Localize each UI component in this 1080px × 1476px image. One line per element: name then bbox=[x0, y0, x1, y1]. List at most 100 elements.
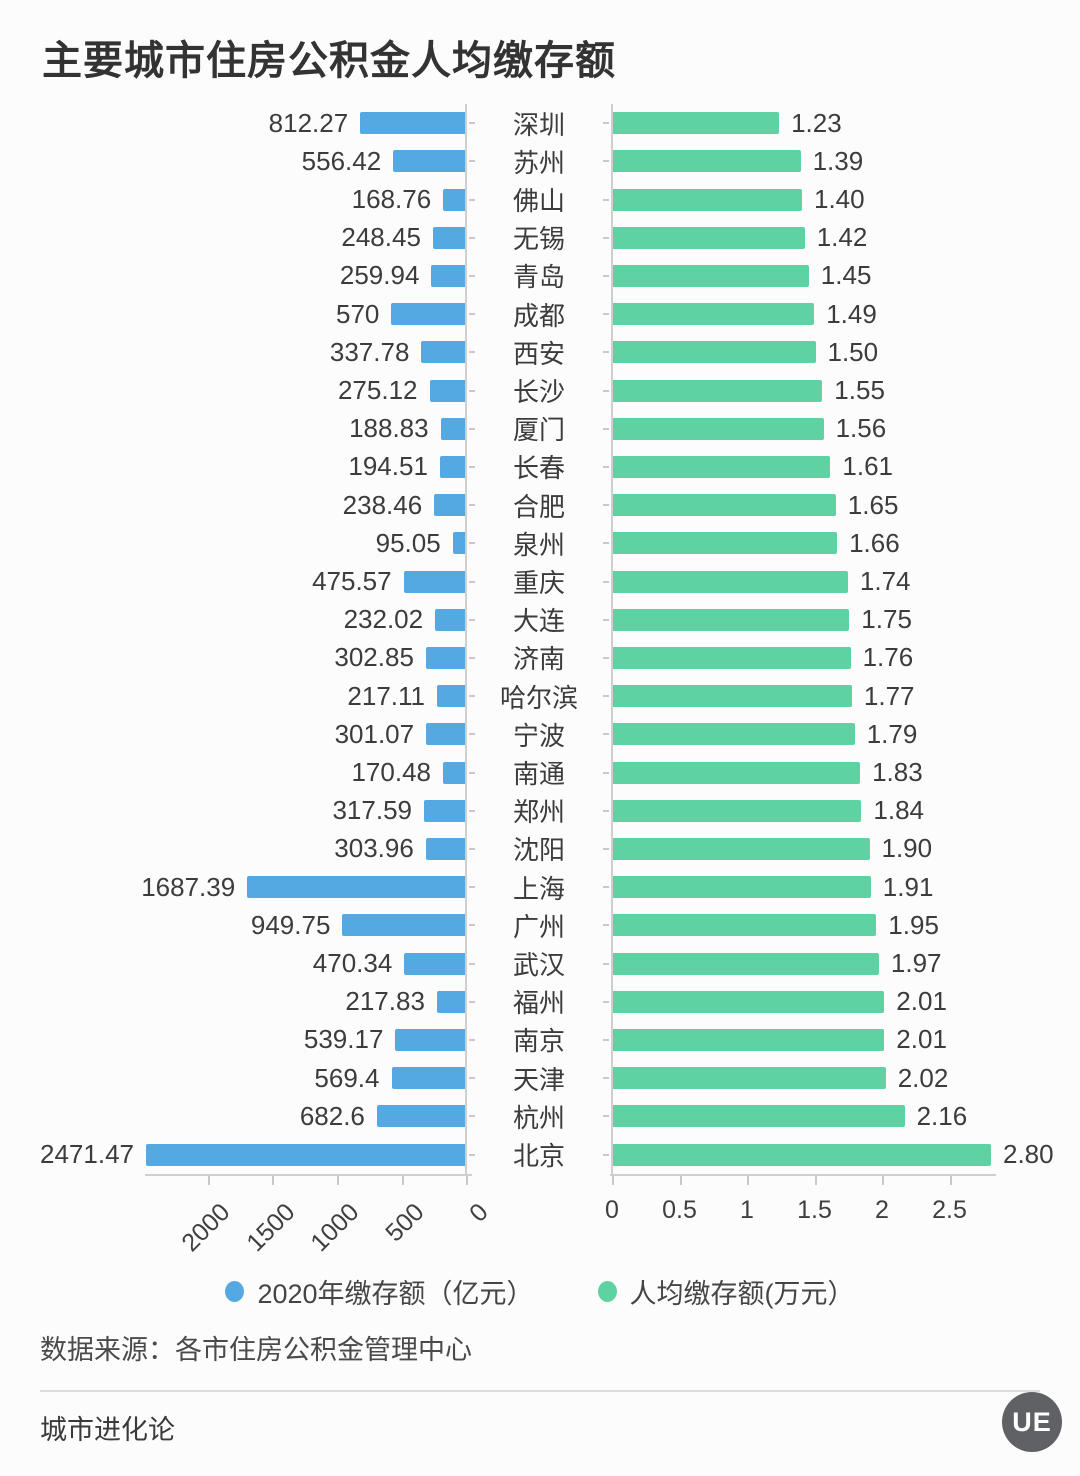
percapita-value-label: 1.95 bbox=[888, 909, 939, 940]
left-category-tick bbox=[469, 962, 475, 965]
footer-divider bbox=[40, 1390, 1040, 1392]
left-axis-tick-label: 500 bbox=[380, 1198, 430, 1248]
chart-row: 170.48 南通 1.83 bbox=[0, 753, 1080, 791]
right-axis-tick-label: 0.5 bbox=[662, 1196, 697, 1224]
city-label-cell: 泉州 bbox=[466, 524, 612, 562]
percapita-bar bbox=[613, 1067, 886, 1090]
percapita-bar bbox=[613, 914, 877, 937]
right-category-tick bbox=[603, 274, 609, 277]
percapita-bar bbox=[613, 952, 879, 975]
percapita-value-label: 1.55 bbox=[834, 375, 885, 406]
city-label-cell: 武汉 bbox=[466, 944, 612, 982]
chart-row: 682.6 杭州 2.16 bbox=[0, 1097, 1080, 1135]
city-label: 沈阳 bbox=[512, 835, 565, 866]
left-bar-cell: 1687.39 bbox=[0, 868, 465, 906]
left-bar-cell: 812.27 bbox=[0, 104, 465, 142]
city-label-cell: 南京 bbox=[466, 1021, 612, 1059]
city-label: 泉州 bbox=[512, 529, 565, 560]
left-category-tick bbox=[469, 351, 475, 354]
percapita-value-label: 1.49 bbox=[826, 298, 877, 329]
city-label-cell: 青岛 bbox=[466, 257, 612, 295]
deposit-value-label: 95.05 bbox=[375, 527, 441, 558]
right-axis-tick bbox=[679, 1176, 682, 1185]
city-label-cell: 深圳 bbox=[466, 104, 612, 142]
left-category-tick bbox=[469, 1077, 475, 1080]
percapita-value-label: 1.39 bbox=[812, 145, 864, 176]
percapita-bar bbox=[613, 379, 823, 402]
city-label-cell: 长春 bbox=[466, 448, 612, 486]
deposit-bar bbox=[436, 990, 465, 1013]
left-bar-cell: 569.4 bbox=[0, 1059, 465, 1097]
left-category-tick bbox=[469, 198, 475, 201]
right-bar-cell: 1.84 bbox=[613, 792, 1080, 830]
percapita-value-label: 1.79 bbox=[866, 718, 918, 749]
right-bar-cell: 1.91 bbox=[613, 868, 1080, 906]
right-category-tick bbox=[603, 580, 609, 583]
left-category-tick bbox=[469, 618, 475, 621]
left-bar-cell: 217.83 bbox=[0, 983, 465, 1021]
city-label: 武汉 bbox=[512, 950, 565, 981]
right-bar-cell: 1.49 bbox=[613, 295, 1080, 333]
right-category-tick bbox=[603, 618, 609, 621]
left-bar-cell: 232.02 bbox=[0, 601, 465, 639]
deposit-bar bbox=[432, 226, 465, 249]
right-bar-cell: 1.61 bbox=[613, 448, 1080, 486]
left-bar-cell: 302.85 bbox=[0, 639, 465, 677]
city-label: 宁波 bbox=[512, 720, 565, 751]
city-label: 南京 bbox=[512, 1026, 565, 1057]
deposit-value-label: 259.94 bbox=[339, 260, 420, 291]
right-category-tick bbox=[603, 809, 609, 812]
deposit-bar bbox=[391, 303, 465, 326]
left-bar-cell: 301.07 bbox=[0, 715, 465, 753]
left-bar-cell: 238.46 bbox=[0, 486, 465, 524]
chart-row: 470.34 武汉 1.97 bbox=[0, 944, 1080, 982]
left-axis-tick bbox=[207, 1176, 210, 1185]
deposit-value-label: 217.11 bbox=[347, 680, 425, 711]
deposit-bar bbox=[146, 1143, 465, 1166]
deposit-value-label: 2471.47 bbox=[40, 1139, 134, 1170]
percapita-bar bbox=[613, 608, 850, 631]
legend-dot-blue-icon bbox=[225, 1281, 245, 1302]
left-category-tick bbox=[469, 656, 475, 659]
percapita-bar bbox=[613, 455, 831, 478]
city-label: 合肥 bbox=[512, 491, 565, 522]
left-category-tick bbox=[469, 236, 475, 239]
deposit-bar bbox=[435, 608, 465, 631]
city-label: 天津 bbox=[512, 1064, 565, 1095]
deposit-value-label: 1687.39 bbox=[141, 871, 236, 902]
percapita-value-label: 1.83 bbox=[872, 757, 923, 788]
left-category-tick bbox=[469, 695, 475, 698]
left-category-tick bbox=[469, 1115, 475, 1118]
chart-row: 217.83 福州 2.01 bbox=[0, 983, 1080, 1021]
right-category-tick bbox=[603, 351, 609, 354]
city-label: 苏州 bbox=[512, 147, 565, 178]
right-bar-cell: 1.55 bbox=[613, 371, 1080, 409]
left-bar-cell: 475.57 bbox=[0, 562, 465, 600]
left-bar-cell: 259.94 bbox=[0, 257, 465, 295]
chart-row: 475.57 重庆 1.74 bbox=[0, 562, 1080, 600]
deposit-value-label: 301.07 bbox=[334, 718, 415, 749]
deposit-value-label: 232.02 bbox=[343, 604, 424, 635]
percapita-bar bbox=[613, 761, 861, 784]
deposit-value-label: 168.76 bbox=[351, 184, 432, 214]
deposit-bar bbox=[437, 685, 465, 708]
deposit-bar bbox=[393, 150, 465, 173]
left-bar-cell: 217.11 bbox=[0, 677, 465, 715]
right-bar-cell: 1.77 bbox=[613, 677, 1080, 715]
chart-row: 188.83 厦门 1.56 bbox=[0, 410, 1080, 448]
chart-row: 275.12 长沙 1.55 bbox=[0, 371, 1080, 409]
right-category-tick bbox=[603, 1115, 609, 1118]
right-category-tick bbox=[603, 847, 609, 850]
chart-row: 248.45 无锡 1.42 bbox=[0, 219, 1080, 257]
right-category-tick bbox=[603, 695, 609, 698]
right-bar-cell: 2.02 bbox=[613, 1059, 1080, 1097]
right-bar-cell: 1.90 bbox=[613, 830, 1080, 868]
deposit-value-label: 275.12 bbox=[337, 375, 418, 406]
deposit-value-label: 302.85 bbox=[334, 642, 414, 673]
city-label-cell: 长沙 bbox=[466, 371, 612, 409]
percapita-bar bbox=[613, 150, 801, 173]
city-label-cell: 无锡 bbox=[466, 219, 612, 257]
right-bar-cell: 2.16 bbox=[613, 1097, 1080, 1135]
data-source-note: 数据来源：各市住房公积金管理中心 bbox=[40, 1335, 472, 1365]
city-label: 深圳 bbox=[512, 109, 565, 140]
